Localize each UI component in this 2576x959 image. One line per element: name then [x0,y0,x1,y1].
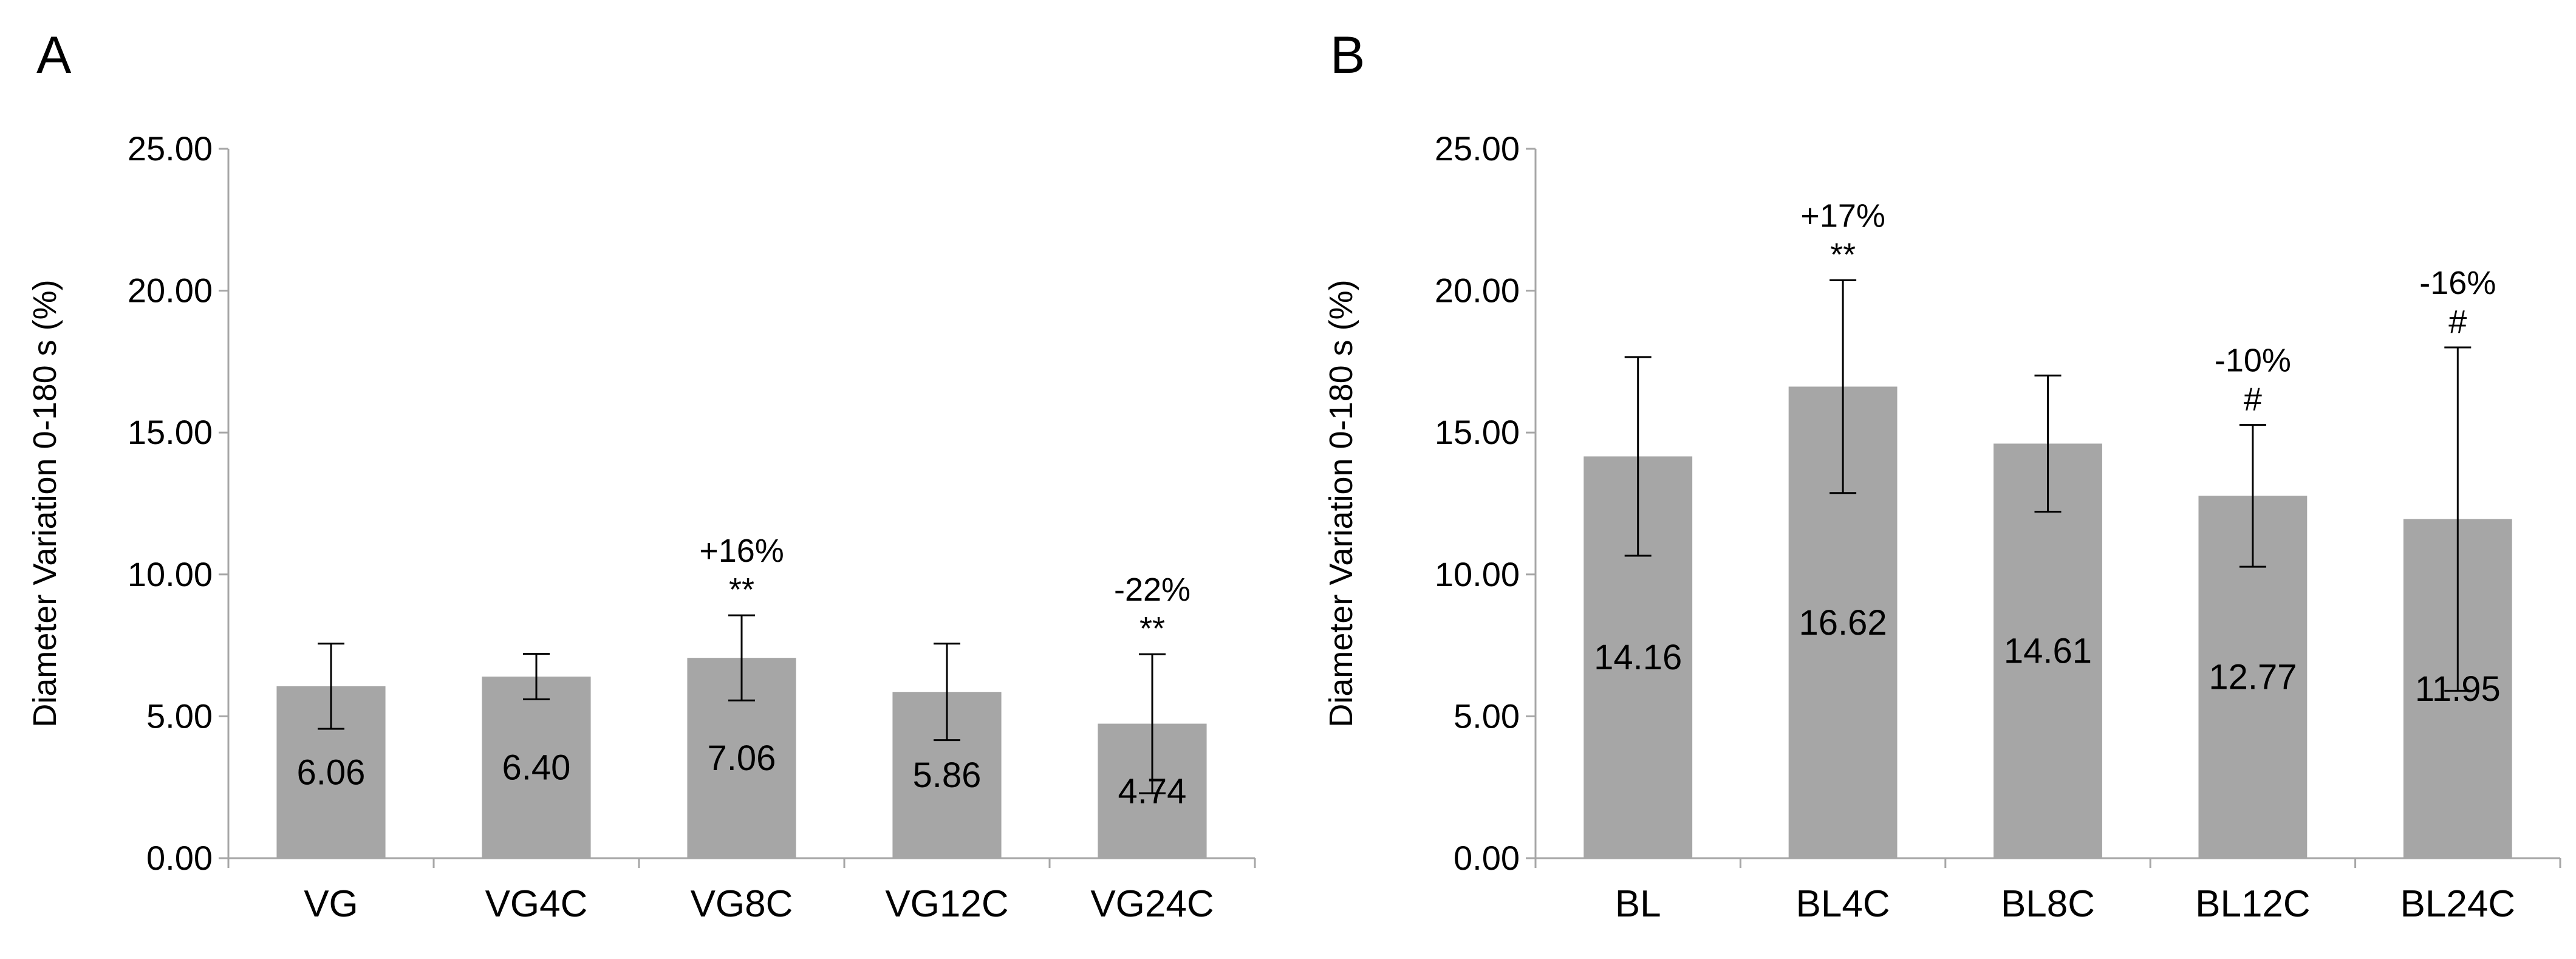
panel-letter: A [36,26,72,84]
y-tick-label: 25.00 [128,129,213,168]
percent-change-label: -22% [1114,572,1191,608]
percent-change-label: -10% [2215,343,2291,379]
bar-value-label: 5.86 [913,756,982,795]
percent-change-label: -16% [2419,265,2496,301]
x-category-label: VG4C [485,883,588,925]
x-category-label: BL8C [2001,883,2095,925]
significance-mark: ** [1139,610,1165,647]
bar-value-label: 16.62 [1799,603,1887,643]
percent-change-label: +16% [699,533,784,569]
bar-bl8c [1993,443,2102,858]
y-tick-label: 5.00 [1454,697,1520,735]
x-category-label: BL4C [1796,883,1890,925]
y-axis-title: Diameter Variation 0-180 s (%) [1323,279,1359,727]
x-category-label: BL12C [2195,883,2311,925]
x-category-label: BL [1615,883,1661,925]
bar-value-label: 11.95 [2415,669,2501,709]
y-tick-label: 15.00 [1435,413,1520,451]
panel-letter: B [1330,26,1365,84]
bar-value-label: 7.06 [708,739,776,778]
y-axis-title: Diameter Variation 0-180 s (%) [27,279,63,727]
panel-b-chart: B Diameter Variation 0-180 s (%) 0.00 5.00 1… [1323,26,2561,925]
y-tick-label: 10.00 [1435,555,1520,593]
y-tick-label: 25.00 [1435,129,1520,168]
bar-value-label: 14.16 [1594,638,1682,677]
y-tick-label: 0.00 [1454,839,1520,877]
y-tick-label: 0.00 [146,839,213,877]
significance-mark: # [2244,381,2262,418]
x-category-label: VG12C [885,883,1008,925]
significance-mark: # [2448,304,2467,340]
y-tick-label: 15.00 [128,413,213,451]
y-tick-label: 5.00 [146,697,213,735]
y-tick-label: 20.00 [1435,271,1520,310]
x-category-label: BL24C [2400,883,2516,925]
x-category-label: VG [304,883,358,925]
y-tick-label: 10.00 [128,555,213,593]
x-category-label: VG24C [1090,883,1214,925]
bar-value-label: 6.06 [297,753,366,792]
significance-mark: ** [729,572,754,608]
y-tick-label: 20.00 [128,271,213,310]
significance-mark: ** [1830,236,1856,273]
bar-value-label: 4.74 [1118,771,1187,811]
bar-value-label: 6.40 [502,748,571,787]
bar-vg4c [482,676,591,858]
percent-change-label: +17% [1800,197,1885,234]
bar-value-label: 12.77 [2209,658,2297,697]
x-category-label: VG8C [691,883,793,925]
bar-value-label: 14.61 [2004,632,2092,671]
panel-a-chart: A Diameter Variation 0-180 s (%) 0.00 5.00 1… [27,26,1256,925]
